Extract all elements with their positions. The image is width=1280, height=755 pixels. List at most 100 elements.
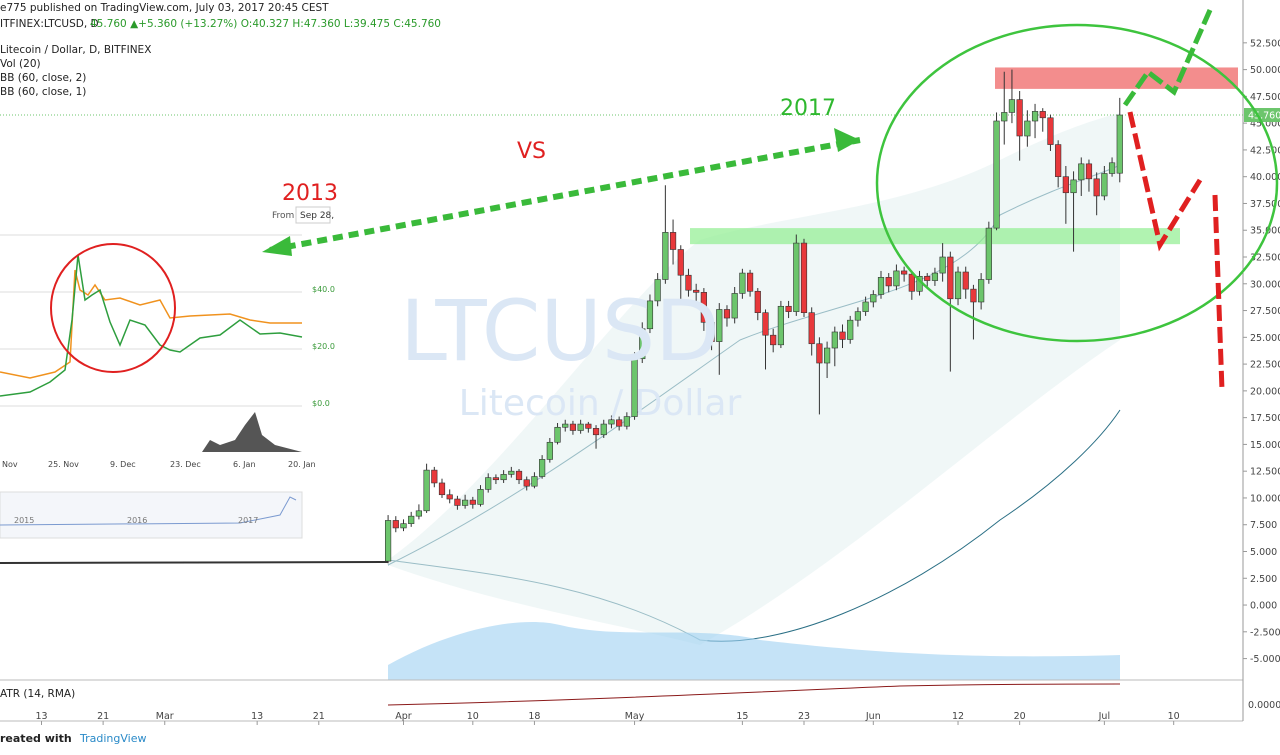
y-tick-label: -2.500 — [1250, 627, 1280, 638]
candle-body — [669, 232, 677, 250]
candle-body — [400, 523, 407, 529]
candle-body — [600, 423, 607, 436]
inset-year: 2017 — [238, 516, 258, 525]
candle-body — [800, 242, 808, 313]
candle-body — [1047, 117, 1054, 145]
y-tick-label: 52.500 — [1250, 38, 1280, 49]
candle-body — [446, 494, 453, 500]
candle-body — [1001, 112, 1008, 122]
candle-body — [539, 459, 546, 477]
candle-body — [924, 275, 931, 281]
candle-body — [515, 470, 523, 481]
inset-volume — [202, 412, 302, 452]
candle-body — [639, 328, 646, 360]
y-tick-label: -5.000 — [1250, 654, 1280, 665]
x-tick-label: Apr — [395, 711, 412, 722]
candle-body — [500, 474, 507, 481]
legend-entry: Vol (20) — [0, 58, 41, 70]
x-tick-label: 20 — [1014, 711, 1026, 722]
inset-year: 2016 — [127, 516, 147, 525]
candle-body — [693, 289, 700, 293]
x-tick-label: May — [625, 711, 645, 722]
inset-navigator-line — [0, 496, 297, 526]
inset-date-box — [295, 206, 331, 224]
candle-body — [608, 419, 615, 425]
candle-body — [893, 270, 900, 287]
legend-entry: BB (60, close, 1) — [0, 86, 86, 98]
candle-body — [685, 274, 692, 291]
y-tick-label: 12.500 — [1250, 467, 1280, 478]
volume-area — [388, 621, 1120, 680]
y-tick-label: 17.500 — [1250, 413, 1280, 424]
candle-body — [1008, 99, 1016, 113]
candle-body — [462, 499, 469, 506]
pre-april-price — [0, 561, 389, 564]
y-tick-label: 15.000 — [1250, 440, 1280, 451]
candle-body — [554, 426, 561, 443]
y-tick-label: 42.500 — [1250, 145, 1280, 156]
candle-body — [708, 322, 715, 342]
plot-area: 52.500 50.000 47.500 45.000 42.500 40.000 37.5… — [0, 38, 1280, 725]
candle-body — [808, 312, 815, 345]
candle-body — [978, 279, 985, 303]
y-tick-label: 5.000 — [1250, 547, 1277, 558]
candle-body — [1093, 178, 1100, 197]
candle-body — [877, 277, 885, 295]
x-tick-label: Mar — [156, 711, 174, 722]
x-tick-label: 18 — [528, 711, 540, 722]
candle-body — [901, 270, 908, 275]
candle-body — [831, 331, 838, 349]
candle-body — [962, 271, 969, 290]
y-tick-label: 0.000 — [1250, 601, 1277, 612]
inset-highlight-circle — [50, 243, 176, 373]
candle-body — [723, 309, 731, 319]
arrow-head — [834, 128, 860, 152]
inset-x-label: 9. Dec — [110, 460, 136, 469]
bullish-path — [1122, 8, 1213, 107]
candle-body — [654, 279, 661, 302]
inset-y-label: $20.0 — [312, 342, 335, 351]
y-tick-label: 7.500 — [1250, 520, 1277, 531]
candle-body — [1085, 163, 1093, 180]
inset-orange-line — [0, 269, 302, 379]
candle-body — [531, 476, 538, 487]
inset-from: From — [272, 211, 294, 221]
label-2017: 2017 — [780, 96, 836, 121]
arrow-head — [262, 236, 292, 256]
y-tick-label: 2.500 — [1250, 574, 1277, 585]
dotted-arrow — [269, 137, 861, 253]
candle-body — [823, 347, 831, 364]
x-tick-label: 10 — [1168, 711, 1180, 722]
candle-body — [985, 227, 992, 280]
candle-body — [816, 343, 823, 364]
x-tick-label: Jul — [1098, 711, 1110, 722]
y-tick-label: 25.000 — [1250, 333, 1280, 344]
y-tick-label: 22.500 — [1250, 360, 1280, 371]
candle-body — [408, 515, 415, 524]
candle-body — [431, 469, 438, 484]
candle-body — [970, 288, 977, 303]
candle-body — [1055, 144, 1062, 177]
candle-body — [592, 428, 600, 436]
candle-body — [1070, 179, 1077, 194]
candle-body — [1078, 163, 1085, 181]
bearish-path — [1127, 111, 1225, 391]
atr-axis-label: 0.0000 — [1248, 700, 1280, 711]
inset-x-label: Nov — [2, 460, 18, 469]
inset-x-label: 23. Dec — [170, 460, 201, 469]
candle-body — [847, 319, 854, 340]
x-tick-label: 23 — [798, 711, 810, 722]
candle-body — [546, 441, 553, 460]
candle-body — [1031, 111, 1039, 122]
candle-body — [885, 277, 892, 287]
x-tick-label: 21 — [313, 711, 325, 722]
x-tick-label: 15 — [736, 711, 748, 722]
inset-navigator — [0, 491, 303, 539]
y-tick-label: 27.500 — [1250, 306, 1280, 317]
candle-body — [415, 510, 423, 517]
watermark-name: Litecoin / Dollar — [459, 383, 742, 424]
inset-y-label: $0.0 — [312, 399, 330, 408]
y-tick-label: 32.500 — [1250, 253, 1280, 264]
resistance-zone — [995, 67, 1238, 89]
